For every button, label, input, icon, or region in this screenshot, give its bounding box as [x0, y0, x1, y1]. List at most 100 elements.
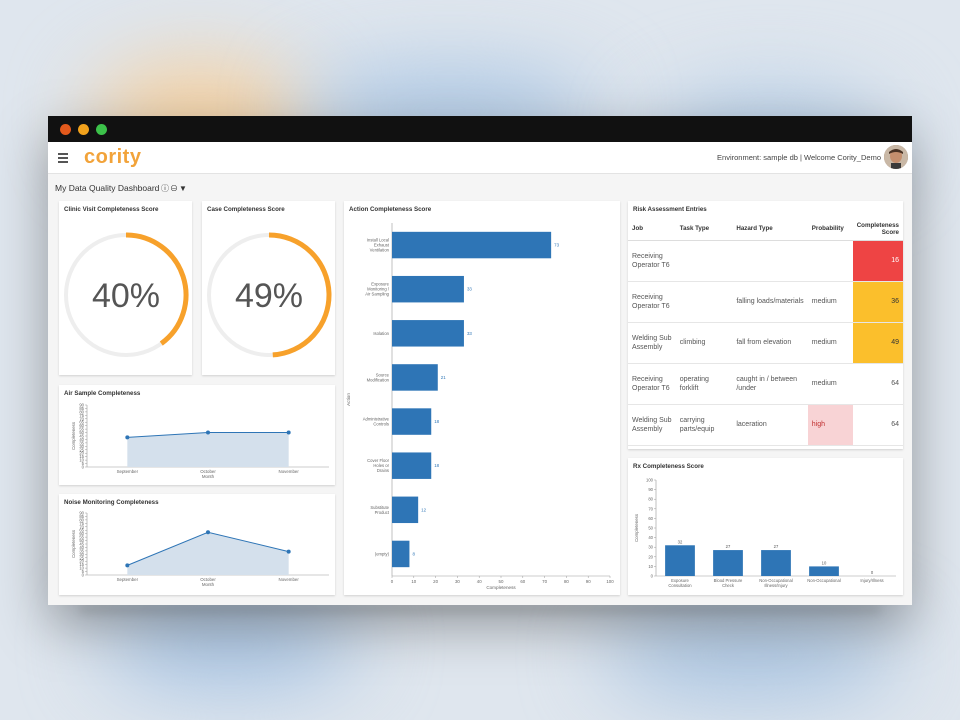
bar[interactable] [761, 550, 791, 576]
minimize-dot[interactable] [78, 124, 89, 135]
y-tick-label: 45 [79, 542, 84, 547]
bar[interactable] [392, 408, 432, 435]
y-tick-label: 15 [79, 454, 84, 459]
risk-header-row: Job Task Type Hazard Type Probability Co… [628, 218, 903, 241]
menu-icon[interactable] [58, 153, 68, 165]
cell-hazard: fall from elevation [732, 322, 808, 364]
y-tick-label: 70 [648, 506, 653, 511]
bar[interactable] [392, 320, 464, 347]
cell-hazard: caught in / between /under [732, 363, 808, 405]
cell-hazard: falling loads/materials [732, 281, 808, 323]
col-task-type[interactable]: Task Type [675, 218, 733, 241]
y-tick-label: 85 [79, 514, 84, 519]
data-point[interactable] [125, 563, 130, 568]
data-point[interactable] [125, 435, 130, 440]
y-tick-label: Exposure Monitoring / Air Sampling [365, 282, 390, 297]
table-row[interactable]: Receiving Operator T6 falling loads/mate… [628, 281, 903, 323]
y-tick-label: 5 [82, 461, 85, 466]
bar-value-label: 8 [412, 551, 415, 556]
y-tick-label: 35 [79, 548, 84, 553]
y-axis-label: Completeness [71, 529, 76, 558]
bar[interactable] [392, 275, 464, 303]
maximize-dot[interactable] [96, 124, 107, 135]
data-point[interactable] [286, 430, 291, 435]
action-card: Action Completeness Score 0 10 20 30 40 50 60 7… [344, 201, 620, 595]
y-tick-label: 10 [79, 458, 84, 463]
y-axis-label: Completeness [634, 513, 639, 542]
cell-probability [807, 240, 853, 282]
x-tick-label: Blood Pressure Check [714, 578, 743, 588]
data-point[interactable] [286, 549, 291, 554]
y-tick-label: 60 [79, 531, 84, 536]
info-icon[interactable]: ⓘ [161, 184, 170, 193]
x-tick-label: Injury/Illness [860, 578, 883, 583]
cority-logo[interactable]: cority [84, 146, 142, 168]
col-job[interactable]: Job [628, 218, 676, 241]
y-tick-label: Isolation [373, 331, 389, 336]
gauge-arc [125, 232, 189, 346]
x-tick-label: 90 [586, 579, 591, 584]
action-chart: 0 10 20 30 40 50 60 70 80 90 100 Completeness Action… [346, 223, 614, 590]
col-hazard-type[interactable]: Hazard Type [732, 218, 808, 241]
data-point[interactable] [206, 430, 210, 435]
cell-score: 49 [852, 322, 903, 364]
y-tick-label: 85 [79, 406, 84, 411]
y-tick-label: 70 [79, 524, 84, 529]
cell-probability: medium [807, 363, 853, 405]
x-tick-label: 60 [520, 579, 525, 584]
bar[interactable] [392, 364, 438, 391]
y-tick-label: 50 [79, 430, 84, 435]
y-tick-label: 20 [648, 554, 653, 559]
cell-probability: medium [807, 322, 853, 364]
bar-value-label: 21 [441, 375, 446, 380]
bar-value-label: 33 [467, 287, 472, 292]
bar[interactable] [713, 550, 743, 576]
environment-text: Environment: sample db | Welcome Cority_… [717, 153, 881, 162]
cell-score: 16 [852, 240, 903, 282]
y-tick-label: Substitute Product [370, 505, 389, 515]
y-tick-label: 40 [79, 545, 84, 550]
bar[interactable] [392, 231, 552, 259]
browser-window: cority Environment: sample db | Welcome … [48, 116, 912, 605]
y-tick-label: 70 [79, 416, 84, 421]
x-axis-label: Month [202, 582, 215, 587]
cell-probability: medium [807, 281, 853, 323]
col-score[interactable]: Completeness Score [852, 218, 903, 241]
col-probability[interactable]: Probability [807, 218, 853, 241]
table-row[interactable]: Receiving Operator T6 16 [628, 240, 903, 282]
table-row[interactable]: Welding Sub Assembly carrying parts/equi… [628, 404, 903, 446]
gauge-value: 49% [235, 277, 303, 315]
x-axis-label: Completeness [486, 585, 516, 590]
bar[interactable] [392, 496, 419, 524]
minus-circle-icon[interactable]: ⊖ [170, 184, 179, 193]
y-tick-label: 0 [82, 573, 85, 578]
y-tick-label: 80 [79, 409, 84, 414]
user-avatar[interactable] [884, 145, 908, 169]
gauge-card-case: Case Completeness Score 49% [202, 201, 335, 375]
bar[interactable] [392, 540, 410, 568]
bar-value-label: 12 [421, 507, 426, 512]
bar[interactable] [809, 566, 839, 576]
table-row[interactable]: Receiving Operator T6 operating forklift… [628, 363, 903, 405]
cell-score: 64 [852, 363, 903, 405]
x-tick-label: 20 [433, 579, 438, 584]
close-dot[interactable] [60, 124, 71, 135]
area-fill [127, 432, 289, 467]
y-tick-label: Install Local Exhaust Ventilation [367, 238, 390, 253]
bar-value-label: 73 [554, 243, 559, 248]
bar[interactable] [392, 452, 432, 479]
filter-icon[interactable]: ▼ [179, 184, 188, 193]
y-axis-label: Completeness [71, 421, 76, 450]
x-tick-label: 0 [391, 579, 394, 584]
risk-table: Job Task Type Hazard Type Probability Co… [628, 218, 903, 446]
y-tick-label: 45 [79, 434, 84, 439]
data-point[interactable] [206, 530, 210, 535]
cell-score: 36 [852, 281, 903, 323]
bar-value-label: 10 [822, 560, 827, 565]
y-tick-label: Administrative Controls [363, 417, 390, 427]
y-tick-label: 25 [79, 447, 84, 452]
bar-value-label: 27 [774, 544, 779, 549]
table-row[interactable]: Welding Sub Assembly climbing fall from … [628, 322, 903, 364]
bar[interactable] [665, 545, 695, 576]
card-title: Action Completeness Score [349, 206, 432, 213]
